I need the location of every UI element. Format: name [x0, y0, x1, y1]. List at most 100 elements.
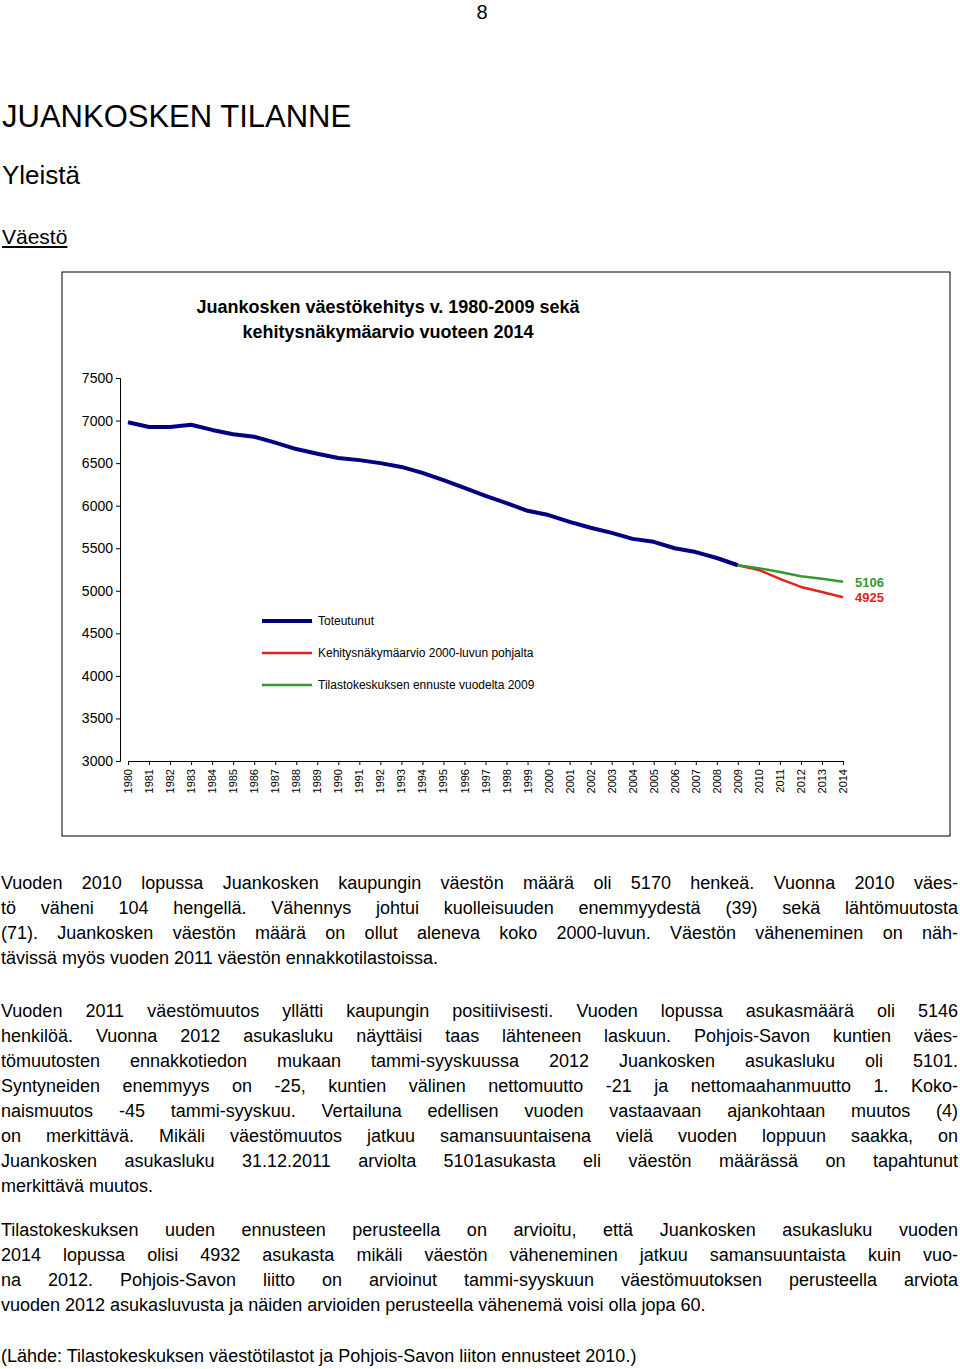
x-tick: 2001 — [564, 761, 576, 793]
y-tick-label: 7000 — [82, 413, 113, 429]
y-tick: 6000 — [82, 498, 120, 514]
x-tick: 1980 — [122, 761, 134, 793]
y-tick-label: 3500 — [82, 710, 113, 726]
plot-lines — [128, 422, 843, 597]
x-tick-label: 2011 — [774, 769, 786, 793]
x-tick-label: 1991 — [353, 769, 365, 793]
x-tick-label: 2003 — [606, 769, 618, 793]
legend-label: Toteutunut — [318, 614, 375, 628]
series-line — [738, 565, 843, 597]
x-tick: 1988 — [290, 761, 302, 793]
x-tick-mark — [801, 761, 802, 765]
page-number: 8 — [472, 0, 492, 24]
y-axis: 3000350040004500500055006000650070007500 — [82, 370, 121, 769]
x-tick: 2013 — [816, 761, 828, 793]
paragraph-line: na 2012. Pohjois-Savon liitto on arvioin… — [1, 1268, 958, 1293]
x-tick-label: 2001 — [564, 769, 576, 793]
paragraph-line: (71). Juankosken väestön määrä on ollut … — [1, 921, 958, 946]
x-tick-label: 2014 — [837, 769, 849, 793]
x-tick-label: 1992 — [374, 769, 386, 793]
y-tick-label: 5000 — [82, 583, 113, 599]
x-tick-mark — [149, 761, 150, 765]
y-tick-label: 6000 — [82, 498, 113, 514]
paragraph-line: naismuutos -45 tammi-syyskuu. Vertailuna… — [1, 1099, 958, 1124]
paragraph-line: Vuoden 2011 väestömuutos yllätti kaupung… — [1, 999, 958, 1024]
x-tick-mark — [401, 761, 402, 765]
x-tick-mark — [633, 761, 634, 765]
paragraph-line: tävissä myös vuoden 2011 väestön ennakko… — [1, 946, 958, 971]
x-tick-mark — [191, 761, 192, 765]
x-tick-label: 2002 — [585, 769, 597, 793]
x-tick: 1989 — [311, 761, 323, 793]
x-tick-label: 2006 — [669, 769, 681, 793]
x-tick-mark — [696, 761, 697, 765]
x-tick-label: 1997 — [480, 769, 492, 793]
paragraph-line: 2014 lopussa olisi 4932 asukasta mikäli … — [1, 1243, 958, 1268]
x-tick: 2007 — [690, 761, 702, 793]
x-tick-mark — [486, 761, 487, 765]
x-tick-mark — [528, 761, 529, 765]
y-tick-mark — [116, 591, 120, 592]
x-tick: 1990 — [332, 761, 344, 793]
x-tick: 1987 — [269, 761, 281, 793]
x-tick-mark — [233, 761, 234, 765]
legend-swatch — [262, 619, 312, 623]
x-tick: 1992 — [374, 761, 386, 793]
x-tick: 2002 — [585, 761, 597, 793]
x-tick: 2006 — [669, 761, 681, 793]
y-tick: 4500 — [82, 625, 120, 641]
x-tick-mark — [759, 761, 760, 765]
x-tick-mark — [549, 761, 550, 765]
paragraph-line: Syntyneiden enemmyys on -25, kuntien väl… — [1, 1074, 958, 1099]
x-tick-label: 2000 — [543, 769, 555, 793]
x-tick: 1986 — [248, 761, 260, 793]
legend-label: Kehitysnäkymäarvio 2000-luvun pohjalta — [318, 646, 534, 660]
y-tick-label: 7500 — [82, 370, 113, 386]
paragraph-line: on merkittävä. Mikäli väestömuutos jatku… — [1, 1124, 958, 1149]
x-tick-mark — [338, 761, 339, 765]
x-tick-label: 1999 — [522, 769, 534, 793]
x-tick-mark — [591, 761, 592, 765]
y-tick: 5000 — [82, 583, 120, 599]
x-tick-mark — [380, 761, 381, 765]
x-tick-label: 2013 — [816, 769, 828, 793]
x-tick-mark — [822, 761, 823, 765]
x-tick-mark — [275, 761, 276, 765]
x-tick: 2003 — [606, 761, 618, 793]
x-axis-line — [129, 762, 844, 766]
chart-title-line: Juankosken väestökehitys v. 1980-2009 se… — [197, 297, 581, 317]
y-tick-mark — [116, 548, 120, 549]
x-tick-mark — [675, 761, 676, 765]
x-tick: 1991 — [353, 761, 365, 793]
x-tick-mark — [422, 761, 423, 765]
series-line — [738, 565, 843, 582]
x-tick-label: 1990 — [332, 769, 344, 793]
x-tick-label: 1996 — [458, 769, 470, 793]
x-tick-mark — [612, 761, 613, 765]
section-heading: Väestö — [2, 224, 67, 250]
x-tick: 1981 — [143, 761, 155, 793]
x-tick-mark — [212, 761, 213, 765]
paragraph-line: tö väheni 104 hengellä. Vähennys johtui … — [1, 896, 958, 921]
x-tick-label: 1983 — [185, 769, 197, 793]
x-tick: 1984 — [206, 761, 218, 793]
y-tick: 3500 — [82, 710, 120, 726]
x-tick-label: 1994 — [416, 769, 428, 793]
x-tick-mark — [359, 761, 360, 765]
x-tick: 1996 — [458, 761, 470, 793]
x-tick: 2008 — [711, 761, 723, 793]
x-tick-mark — [443, 761, 444, 765]
x-tick: 1999 — [522, 761, 534, 793]
paragraph-line: Tilastokeskuksen uuden ennusteen peruste… — [1, 1218, 958, 1243]
chart-title-line: kehitysnäkymäarvio vuoteen 2014 — [242, 322, 533, 342]
x-tick-label: 2007 — [690, 769, 702, 793]
x-tick: 2011 — [774, 761, 786, 793]
chart-frame — [62, 272, 950, 836]
x-tick-mark — [738, 761, 739, 765]
x-tick: 1995 — [437, 761, 449, 793]
legend: Toteutunut Kehitysnäkymäarvio 2000-luvun … — [255, 605, 578, 700]
x-tick-label: 1995 — [437, 769, 449, 793]
x-tick-mark — [654, 761, 655, 765]
x-tick-mark — [128, 761, 129, 765]
x-tick-label: 1981 — [143, 769, 155, 793]
